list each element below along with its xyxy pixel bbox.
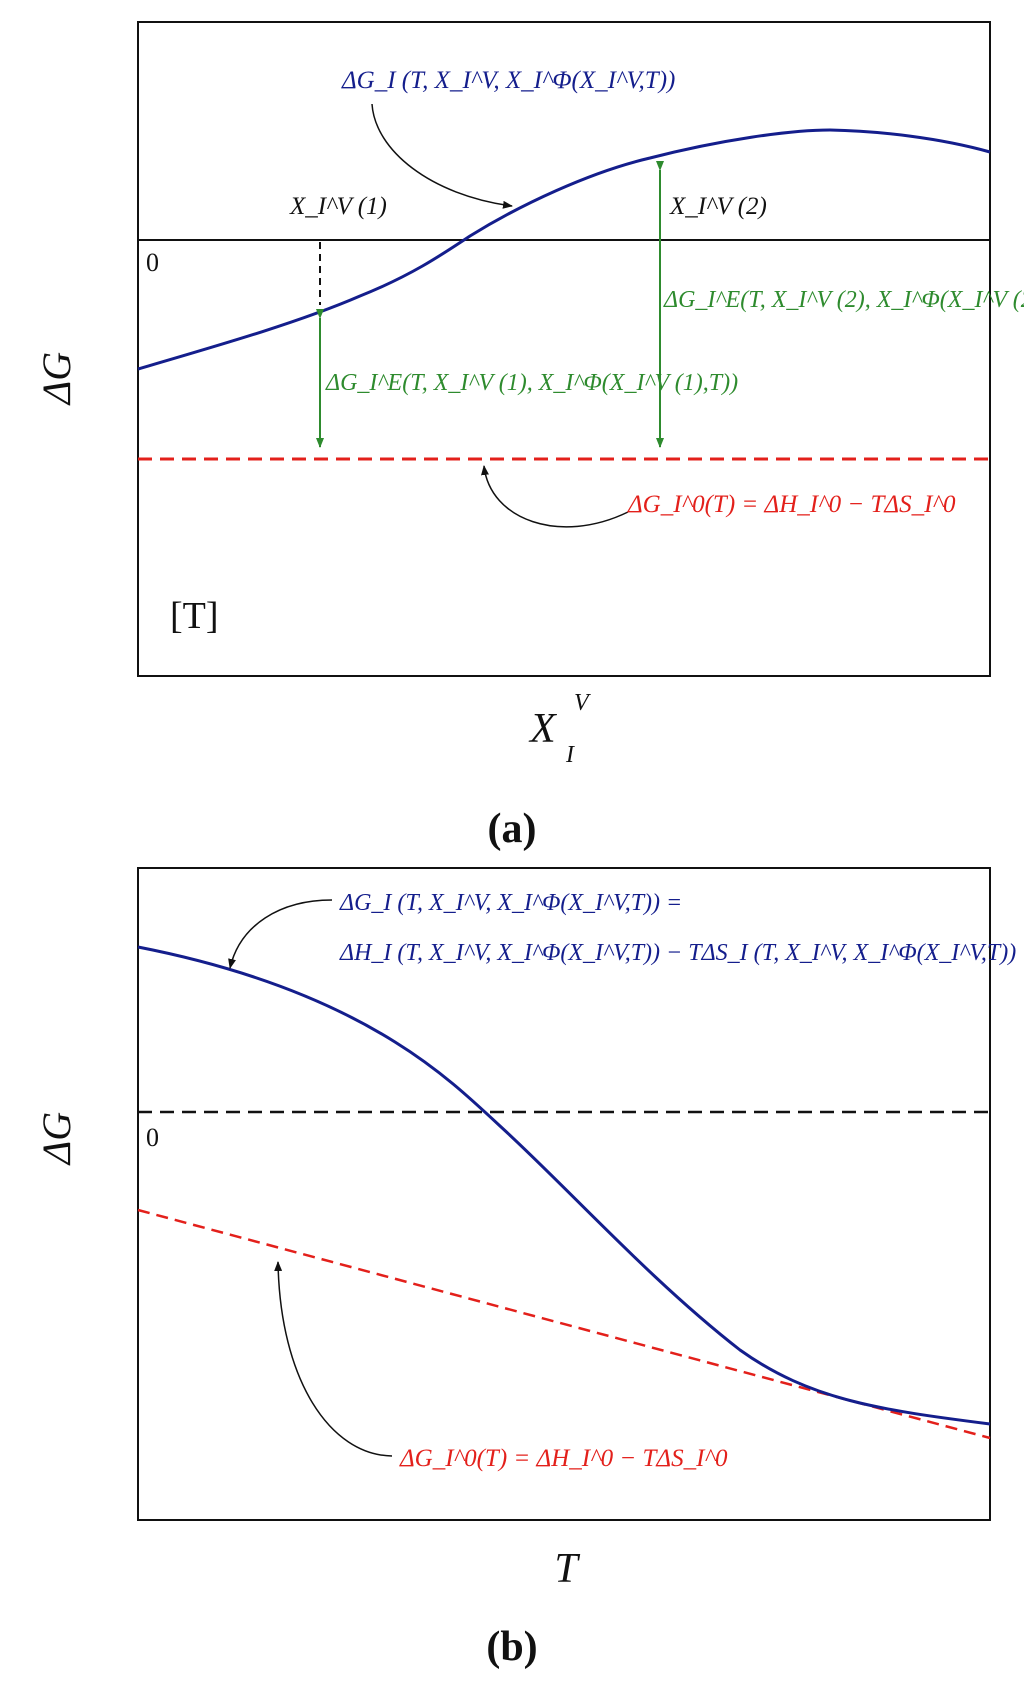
panel-a-x2-label: X_I^V (2) <box>669 193 767 220</box>
panel-b-standard-pointer <box>274 1261 393 1457</box>
panel-a: 0 ΔG_I (T, X_I^V, X_I^Φ(X_I^V,T)) X_I^V … <box>34 21 1024 852</box>
panel-b-xlabel: T <box>554 1546 580 1592</box>
panel-a-standard-label: ΔG_I^0(T) = ΔH_I^0 − TΔS_I^0 <box>627 491 956 518</box>
panel-b-curve-label-line1: ΔG_I (T, X_I^V, X_I^Φ(X_I^V,T)) = <box>339 890 682 916</box>
panel-b-frame <box>137 867 991 1521</box>
panel-a-curve-pointer <box>371 103 513 209</box>
panel-a-excess1-label: ΔG_I^E(T, X_I^V (1), X_I^Φ(X_I^V (1),T)) <box>325 370 738 396</box>
panel-a-xlabel-sub: I <box>565 742 575 768</box>
panel-a-xlabel-sup: V <box>574 690 591 716</box>
panel-a-curve <box>137 128 991 371</box>
panel-b-caption: (b) <box>486 1624 537 1670</box>
panel-a-curve-label: ΔG_I (T, X_I^V, X_I^Φ(X_I^V,T)) <box>341 67 675 94</box>
panel-a-ylabel: ΔG <box>34 352 79 406</box>
panel-a-caption: (a) <box>488 806 537 852</box>
panel-b: 0 ΔG_I (T, X_I^V, X_I^Φ(X_I^V,T)) = ΔH_I… <box>34 867 1016 1670</box>
panel-b-standard-line <box>137 1208 991 1440</box>
panel-b-curve-pointer <box>228 899 333 969</box>
panel-b-curve-guide <box>138 947 882 1400</box>
panel-a-x1-label: X_I^V (1) <box>289 193 387 220</box>
panel-b-ylabel: ΔG <box>34 1112 79 1166</box>
panel-b-standard-label: ΔG_I^0(T) = ΔH_I^0 − TΔS_I^0 <box>399 1445 728 1472</box>
panel-b-curve <box>137 945 991 1426</box>
panel-a-xlabel-base: X <box>528 706 558 752</box>
panel-b-zero-label: 0 <box>146 1123 159 1152</box>
panel-a-temperature-label: [T] <box>170 595 219 637</box>
panel-b-curve-label-line2: ΔH_I (T, X_I^V, X_I^Φ(X_I^V,T)) − TΔS_I … <box>339 940 1016 966</box>
panel-a-standard-pointer <box>481 465 629 528</box>
panel-a-frame <box>137 21 991 677</box>
panel-a-zero-label: 0 <box>146 248 159 277</box>
panel-a-excess2-label: ΔG_I^E(T, X_I^V (2), X_I^Φ(X_I^V (2),T)) <box>663 287 1024 313</box>
